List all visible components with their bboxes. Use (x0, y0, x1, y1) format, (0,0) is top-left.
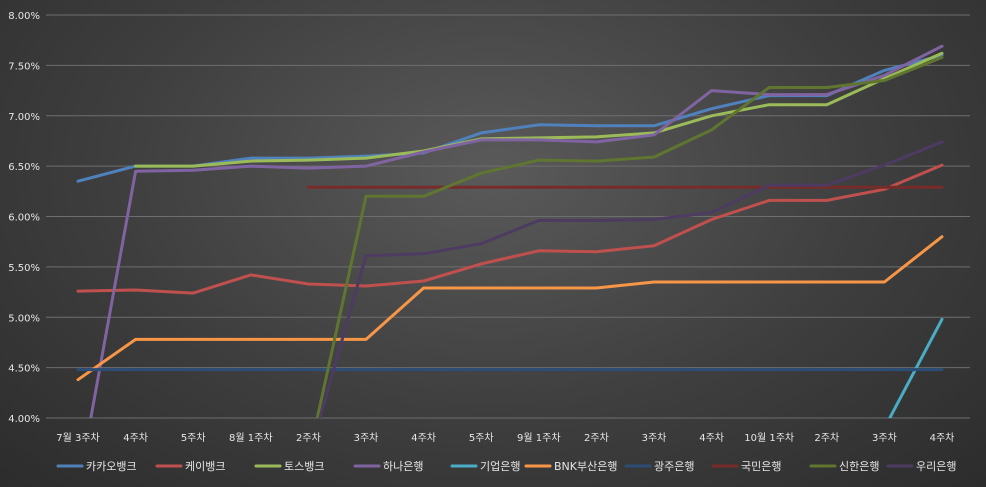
series-line-3 (89, 44, 944, 418)
y-tick-label: 7.00% (8, 112, 40, 123)
y-tick-label: 6.00% (8, 213, 40, 224)
x-tick-label: 5주차 (469, 432, 494, 444)
legend-item: BNK부산은행 (524, 460, 617, 473)
x-tick-label: 2주차 (814, 432, 839, 444)
y-tick-label: 4.00% (8, 414, 40, 425)
x-tick-label: 2주차 (584, 432, 609, 444)
legend-item: 카카오뱅크 (56, 460, 137, 473)
x-tick-label: 3주차 (354, 432, 379, 444)
legend-label: 토스뱅크 (284, 460, 324, 473)
series-line-8 (315, 55, 944, 418)
series-line-2 (134, 51, 944, 168)
y-tick-label: 8.00% (8, 11, 40, 22)
legend-item: 국민은행 (711, 460, 781, 473)
legend-item: 신한은행 (809, 460, 879, 473)
series-line-0 (76, 53, 944, 183)
legend-label: 국민은행 (741, 460, 781, 473)
x-tick-label: 4주차 (123, 432, 148, 444)
legend-item: 토스뱅크 (254, 460, 324, 473)
legend-label: 신한은행 (839, 460, 879, 473)
y-tick-label: 5.00% (8, 313, 40, 324)
legend-label: 하나은행 (383, 459, 423, 473)
legend-item: 광주은행 (624, 460, 694, 473)
legend-label: 우리은행 (916, 460, 956, 473)
legend-label: 케이뱅크 (185, 460, 225, 473)
x-tick-label: 2주차 (296, 432, 321, 444)
legend: 카카오뱅크 케이뱅크 토스뱅크 하나은행 기업은행 BNK부산은행 광주은행 국민은행 신한은행… (56, 459, 956, 473)
legend-label: 카카오뱅크 (86, 460, 137, 473)
x-tick-label: 5주차 (181, 432, 206, 444)
y-axis-ticks: 4.00% 4.50% 5.00% 5.50% 6.00% 6.50% 7.00% 7.50%… (8, 11, 40, 425)
y-tick-label: 7.50% (8, 61, 40, 72)
legend-item: 기업은행 (450, 460, 520, 473)
x-axis-ticks: 7월 3주차 4주차 5주차 8월 1주차 2주차 3주차 4주차 5주차 9월 1주차 2주차 3… (56, 432, 954, 444)
legend-item: 케이뱅크 (155, 460, 225, 473)
series-line-5 (76, 235, 944, 382)
grid-lines (46, 14, 970, 419)
legend-label: BNK부산은행 (554, 460, 617, 473)
x-tick-label: 8월 1주차 (229, 432, 273, 444)
x-tick-label: 3주차 (872, 432, 897, 444)
y-tick-label: 5.50% (8, 263, 40, 274)
x-tick-label: 4주차 (699, 432, 724, 444)
series-line-1 (76, 163, 944, 295)
legend-label: 광주은행 (654, 460, 694, 473)
x-tick-label: 7월 3주차 (56, 432, 100, 444)
x-tick-label: 9월 1주차 (517, 432, 561, 444)
y-tick-label: 6.50% (8, 162, 40, 173)
y-tick-label: 4.50% (8, 364, 40, 375)
x-tick-label: 4주차 (930, 432, 955, 444)
legend-label: 기업은행 (480, 460, 520, 473)
x-tick-label: 4주차 (411, 432, 436, 444)
series-lines (76, 44, 944, 418)
legend-item: 하나은행 (353, 459, 423, 473)
series-line-9 (318, 140, 944, 418)
legend-item: 우리은행 (886, 460, 956, 473)
x-tick-label: 3주차 (642, 432, 667, 444)
x-tick-label: 10월 1주차 (744, 432, 794, 444)
series-line-4 (888, 317, 944, 418)
